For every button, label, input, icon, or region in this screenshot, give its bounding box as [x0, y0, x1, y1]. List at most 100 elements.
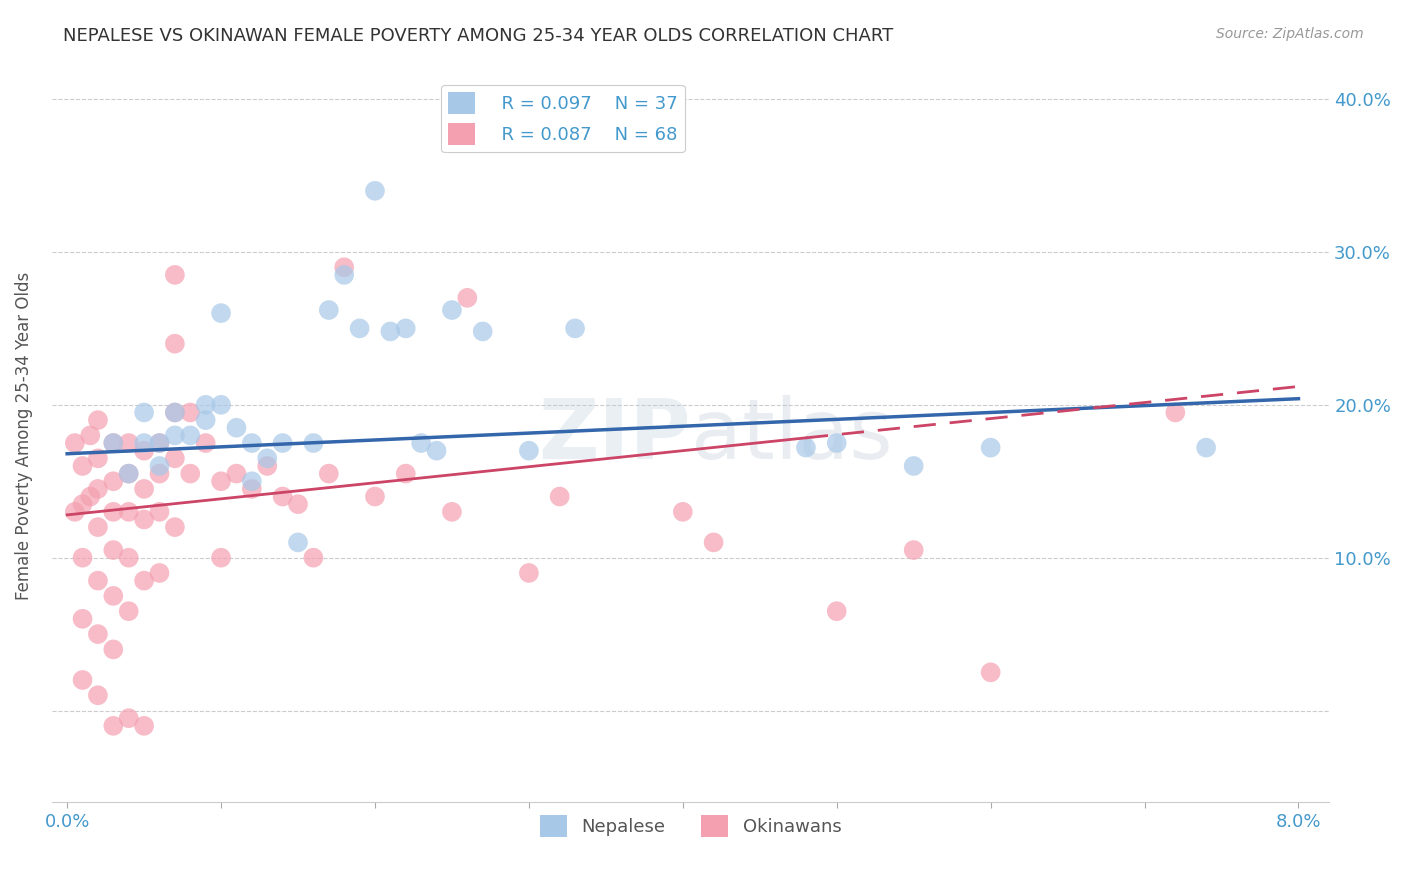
Text: NEPALESE VS OKINAWAN FEMALE POVERTY AMONG 25-34 YEAR OLDS CORRELATION CHART: NEPALESE VS OKINAWAN FEMALE POVERTY AMON… [63, 27, 894, 45]
Point [148, 436, 170, 450]
Point [209, 475, 232, 489]
Text: ZIP: ZIP [538, 395, 690, 476]
Point [132, 482, 155, 496]
Point [825, 436, 848, 450]
Point [179, 405, 201, 419]
Point [163, 451, 186, 466]
Text: atlas: atlas [690, 395, 893, 476]
Point [517, 443, 540, 458]
Point [163, 405, 186, 419]
Point [103, 543, 125, 558]
Y-axis label: Female Poverty Among 25-34 Year Olds: Female Poverty Among 25-34 Year Olds [15, 271, 32, 599]
Point [103, 642, 125, 657]
Point [380, 325, 402, 339]
Legend: Nepalese, Okinawans: Nepalese, Okinawans [533, 808, 849, 845]
Point [163, 520, 186, 534]
Point [103, 505, 125, 519]
Point [148, 505, 170, 519]
Point [87, 627, 110, 641]
Point [118, 711, 141, 725]
Point [87, 520, 110, 534]
Point [179, 467, 201, 481]
Point [194, 413, 217, 427]
Point [425, 443, 447, 458]
Point [209, 398, 232, 412]
Point [132, 443, 155, 458]
Point [364, 184, 387, 198]
Point [72, 550, 94, 565]
Point [1195, 441, 1218, 455]
Point [395, 467, 418, 481]
Point [287, 497, 309, 511]
Point [72, 497, 94, 511]
Point [333, 268, 356, 282]
Point [132, 405, 155, 419]
Point [103, 589, 125, 603]
Point [364, 490, 387, 504]
Point [225, 467, 247, 481]
Point [63, 505, 86, 519]
Point [302, 550, 325, 565]
Text: Source: ZipAtlas.com: Source: ZipAtlas.com [1216, 27, 1364, 41]
Point [87, 413, 110, 427]
Point [87, 482, 110, 496]
Point [209, 306, 232, 320]
Point [903, 458, 925, 473]
Point [118, 436, 141, 450]
Point [564, 321, 586, 335]
Point [179, 428, 201, 442]
Point [980, 665, 1002, 680]
Point [132, 436, 155, 450]
Point [794, 441, 817, 455]
Point [194, 436, 217, 450]
Point [132, 574, 155, 588]
Point [240, 475, 263, 489]
Point [302, 436, 325, 450]
Point [209, 550, 232, 565]
Point [87, 451, 110, 466]
Point [118, 505, 141, 519]
Point [825, 604, 848, 618]
Point [163, 428, 186, 442]
Point [132, 719, 155, 733]
Point [148, 436, 170, 450]
Point [132, 512, 155, 526]
Point [72, 458, 94, 473]
Point [440, 303, 463, 318]
Point [517, 566, 540, 580]
Point [440, 505, 463, 519]
Point [980, 441, 1002, 455]
Point [103, 436, 125, 450]
Point [118, 467, 141, 481]
Point [163, 336, 186, 351]
Point [118, 604, 141, 618]
Point [148, 566, 170, 580]
Point [256, 451, 278, 466]
Point [148, 467, 170, 481]
Point [903, 543, 925, 558]
Point [471, 325, 494, 339]
Point [72, 612, 94, 626]
Point [256, 458, 278, 473]
Point [103, 719, 125, 733]
Point [672, 505, 695, 519]
Point [148, 458, 170, 473]
Point [703, 535, 725, 549]
Point [271, 490, 294, 504]
Point [194, 398, 217, 412]
Point [1164, 405, 1187, 419]
Point [118, 467, 141, 481]
Point [395, 321, 418, 335]
Point [271, 436, 294, 450]
Point [72, 673, 94, 687]
Point [118, 550, 141, 565]
Point [318, 303, 340, 318]
Point [87, 688, 110, 702]
Point [163, 405, 186, 419]
Point [79, 428, 101, 442]
Point [63, 436, 86, 450]
Point [240, 482, 263, 496]
Point [225, 421, 247, 435]
Point [87, 574, 110, 588]
Point [349, 321, 371, 335]
